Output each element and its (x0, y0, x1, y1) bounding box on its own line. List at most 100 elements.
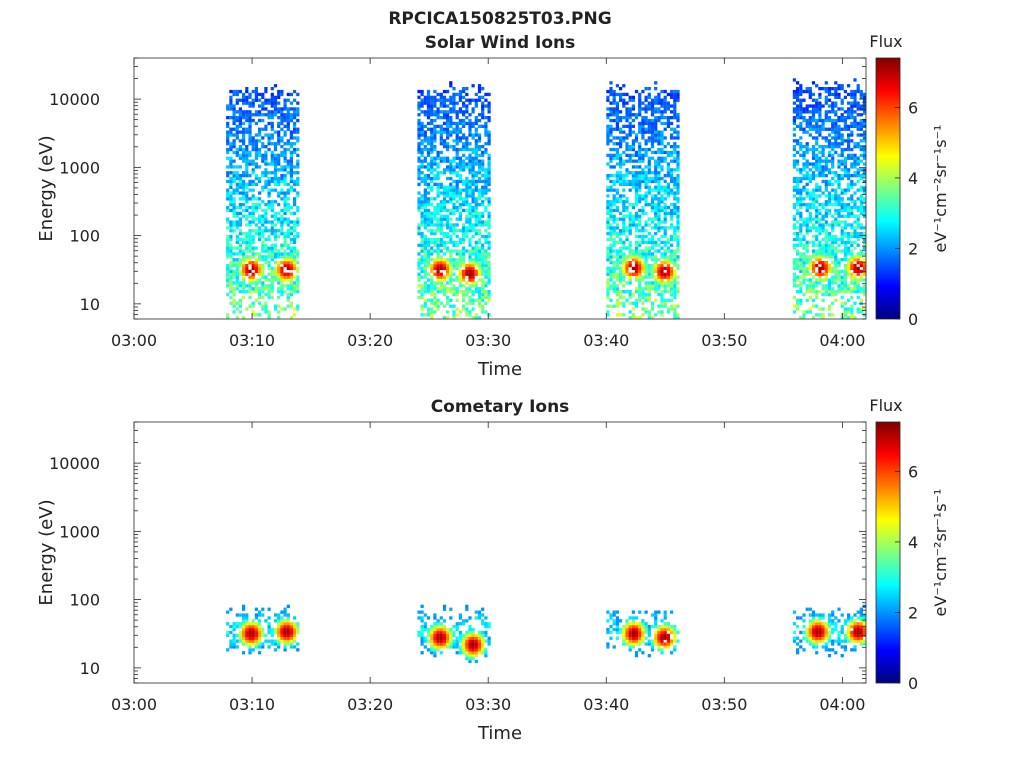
heatmap-cell (232, 197, 236, 201)
heatmap-cell (433, 648, 437, 652)
heatmap-cell (474, 240, 478, 244)
heatmap-cell (229, 156, 233, 160)
heatmap-cell (853, 159, 857, 163)
heatmap-cell (433, 214, 437, 218)
heatmap-cell (426, 263, 431, 268)
heatmap-cell (824, 182, 828, 186)
heatmap-cell (471, 171, 475, 175)
heatmap-cell (471, 197, 475, 201)
heatmap-cell (827, 313, 832, 317)
heatmap-cell (850, 295, 854, 300)
heatmap-cell (612, 107, 616, 111)
heatmap-cell (831, 252, 835, 256)
heatmap-cell (673, 281, 677, 285)
heatmap-cell (808, 127, 812, 131)
heatmap-cell (455, 150, 459, 155)
heatmap-cell (840, 188, 844, 192)
heatmap-cell (631, 118, 635, 123)
heatmap-cell (439, 223, 443, 227)
heatmap-cell (612, 113, 616, 117)
heatmap-cell (862, 174, 867, 178)
heatmap-cell (862, 95, 867, 99)
heatmap-cell (248, 197, 252, 201)
heatmap-cell (468, 217, 472, 221)
heatmap-cell (609, 272, 613, 276)
heatmap-cell (238, 633, 242, 637)
heatmap-cell (420, 153, 424, 157)
heatmap-cell (641, 118, 645, 123)
heatmap-cell (609, 113, 613, 117)
heatmap-cell (254, 313, 258, 317)
heatmap-cell (458, 89, 462, 94)
heatmap-cell (487, 292, 491, 297)
heatmap-cell (612, 249, 616, 253)
heatmap-cell (226, 313, 230, 317)
heatmap-cell (647, 124, 651, 128)
heatmap-cell (465, 182, 469, 186)
heatmap-cell (254, 298, 258, 302)
heatmap-cell (286, 633, 290, 637)
heatmap-cell (802, 110, 806, 114)
heatmap-cell (484, 124, 488, 128)
heatmap-cell (615, 255, 619, 259)
heatmap-cell (796, 298, 800, 302)
heatmap-cell (625, 208, 629, 213)
heatmap-cell (474, 145, 478, 149)
heatmap-cell (834, 266, 838, 271)
heatmap-cell (657, 165, 661, 169)
heatmap-cell (641, 130, 645, 134)
heatmap-cell (622, 243, 626, 247)
heatmap-cell (843, 301, 847, 305)
heatmap-cell (462, 240, 466, 244)
heatmap-cell (856, 290, 860, 294)
heatmap-cell (676, 226, 680, 230)
heatmap-cell (258, 269, 262, 273)
heatmap-cell (673, 269, 677, 273)
heatmap-cell (426, 258, 431, 262)
heatmap-cell (245, 197, 249, 201)
heatmap-cell (606, 287, 610, 291)
heatmap-cell (856, 162, 860, 166)
heatmap-cell (452, 156, 456, 160)
heatmap-cell (258, 278, 262, 282)
heatmap-cell (834, 211, 838, 215)
heatmap-cell (824, 243, 828, 247)
heatmap-cell (280, 627, 284, 632)
heatmap-cell (824, 87, 828, 91)
heatmap-cell (619, 98, 623, 102)
heatmap-cell (657, 142, 661, 146)
heatmap-cell (792, 223, 796, 227)
heatmap-cell (796, 150, 800, 155)
heatmap-cell (853, 118, 857, 123)
heatmap-cell (273, 261, 278, 265)
heatmap-cell (802, 107, 806, 111)
heatmap-cell (647, 272, 651, 276)
heatmap-cell (609, 118, 613, 123)
heatmap-cell (430, 310, 434, 314)
heatmap-cell (283, 613, 287, 617)
heatmap-cell (245, 266, 249, 271)
heatmap-cell (296, 252, 300, 256)
heatmap-cell (229, 263, 233, 268)
heatmap-cell (615, 290, 619, 294)
heatmap-cell (670, 150, 674, 155)
heatmap-cell (465, 229, 469, 233)
heatmap-cell (267, 188, 271, 192)
heatmap-cell (606, 208, 610, 213)
heatmap-cell (799, 261, 803, 265)
heatmap-cell (229, 200, 233, 204)
heatmap-cell (462, 89, 466, 94)
heatmap-cell (471, 278, 475, 282)
heatmap-cell (293, 188, 297, 192)
heatmap-cell (615, 191, 619, 195)
heatmap-cell (264, 145, 268, 149)
heatmap-cell (245, 636, 249, 640)
heatmap-cell (808, 255, 812, 259)
heatmap-cell (856, 214, 860, 218)
heatmap-cell (468, 258, 472, 262)
heatmap-cell (647, 121, 651, 126)
heatmap-cell (283, 263, 287, 268)
heatmap-cell (245, 639, 249, 643)
heatmap-cell (811, 304, 816, 308)
heatmap-cell (270, 162, 274, 166)
